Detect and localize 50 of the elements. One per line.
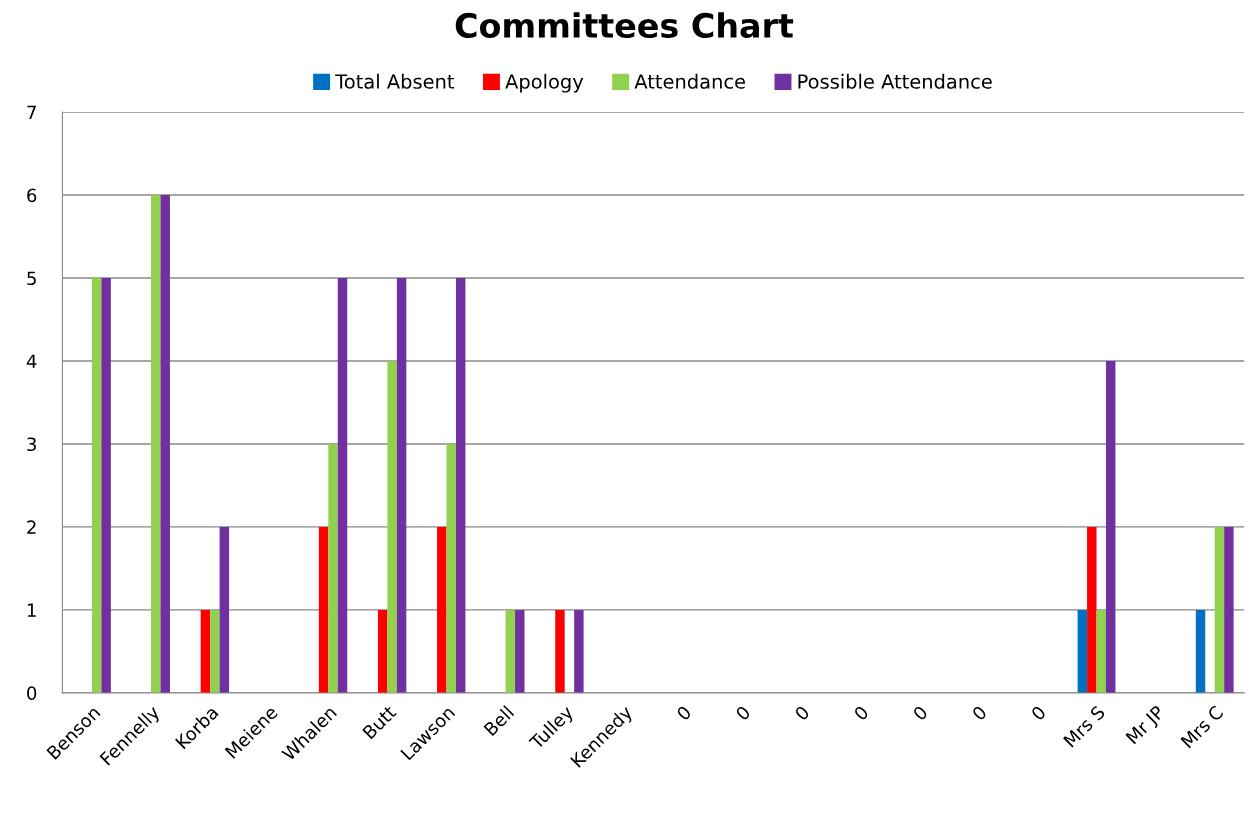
bar bbox=[328, 443, 338, 693]
y-tick-label: 0 bbox=[27, 686, 37, 700]
bar bbox=[387, 360, 397, 693]
legend-label: Apology bbox=[505, 73, 584, 93]
bar bbox=[318, 526, 329, 693]
x-tick-label: Mrs C bbox=[1180, 704, 1224, 749]
y-tick-label: 7 bbox=[27, 105, 36, 119]
x-tick-label: 0 bbox=[912, 705, 929, 722]
bar bbox=[505, 609, 516, 693]
y-tick-label: 4 bbox=[26, 354, 37, 368]
bar bbox=[1224, 526, 1234, 693]
x-tick-label: Mrs S bbox=[1062, 704, 1106, 748]
bar bbox=[151, 195, 161, 693]
x-tick-label: Mr JP bbox=[1125, 704, 1168, 747]
x-tick-label: 0 bbox=[971, 705, 988, 722]
x-tick-label: 0 bbox=[1030, 705, 1047, 722]
bar bbox=[1105, 360, 1116, 693]
bar bbox=[1087, 526, 1097, 693]
bar bbox=[574, 609, 584, 693]
bar bbox=[219, 526, 230, 693]
y-tick-label: 6 bbox=[27, 188, 37, 203]
y-tick-label: 2 bbox=[27, 520, 36, 534]
legend-label: Total Absent bbox=[335, 73, 455, 89]
legend-label: Attendance bbox=[634, 73, 746, 89]
bar bbox=[1195, 609, 1206, 693]
bar bbox=[1214, 526, 1225, 693]
bar bbox=[555, 609, 565, 693]
legend-label: Possible Attendance bbox=[798, 73, 992, 89]
bar bbox=[337, 278, 348, 693]
bar bbox=[101, 278, 111, 693]
bar bbox=[437, 526, 447, 693]
bar bbox=[91, 278, 102, 693]
bar bbox=[160, 195, 170, 693]
x-tick-label: 0 bbox=[675, 705, 692, 722]
bar bbox=[515, 609, 525, 693]
bar bbox=[200, 609, 211, 693]
bar bbox=[377, 609, 388, 693]
bar bbox=[396, 278, 407, 693]
chart-title: Committees Chart bbox=[455, 12, 794, 39]
y-tick-label: 1 bbox=[27, 603, 36, 617]
x-tick-label: 0 bbox=[794, 705, 811, 722]
x-tick-label: 0 bbox=[734, 705, 751, 722]
y-tick-label: 3 bbox=[27, 437, 36, 452]
bar bbox=[455, 278, 466, 693]
y-tick-label: 5 bbox=[27, 271, 36, 286]
bar bbox=[1077, 609, 1088, 693]
bar bbox=[446, 443, 456, 693]
bar bbox=[1096, 609, 1106, 693]
bar bbox=[210, 609, 220, 693]
x-tick-label: 0 bbox=[853, 705, 870, 722]
